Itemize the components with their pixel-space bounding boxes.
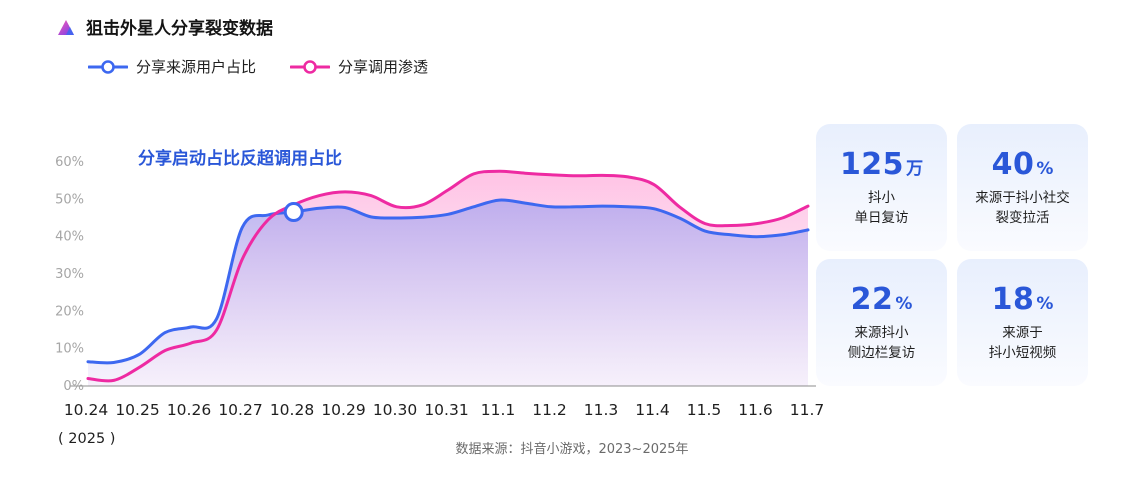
header: 狙击外星人分享裂变数据 <box>56 14 273 39</box>
stat-value: 125 万 <box>840 147 923 182</box>
x-tick-label: 11.3 <box>584 401 619 419</box>
x-tick-label: 11.6 <box>738 401 773 419</box>
legend-item-share-source[interactable]: 分享来源用户占比 <box>88 56 256 77</box>
stat-unit: % <box>1036 294 1054 314</box>
stat-desc-line: 侧边栏复访 <box>847 345 916 361</box>
y-tick-label: 10% <box>55 342 84 357</box>
stat-card-daily-revisit: 125 万 抖小 单日复访 <box>816 124 947 251</box>
x-tick-label: 10.29 <box>321 401 365 419</box>
x-tick-label: 10.30 <box>373 401 417 419</box>
stats-grid: 125 万 抖小 单日复访 40 % 来源于抖小社交 裂变拉活 22 % 来源抖… <box>816 124 1088 386</box>
legend-label: 分享调用渗透 <box>338 58 429 76</box>
y-tick-label: 40% <box>55 230 84 245</box>
series-area-0 <box>88 200 808 386</box>
stat-value: 40 % <box>992 147 1054 182</box>
x-axis-year-note: ( 2025 ) <box>58 431 115 447</box>
stat-number: 18 <box>991 282 1035 317</box>
legend-item-share-call[interactable]: 分享调用渗透 <box>290 56 428 77</box>
y-tick-label: 60% <box>55 155 84 170</box>
stat-description: 来源于抖小社交 裂变拉活 <box>975 188 1070 228</box>
stat-value: 18 % <box>992 282 1054 317</box>
chart-legend: 分享来源用户占比 分享调用渗透 <box>88 56 428 77</box>
stat-desc-line: 单日复访 <box>854 210 909 226</box>
y-tick-label: 20% <box>55 304 84 319</box>
stat-card-sidebar-revisit: 22 % 来源抖小 侧边栏复访 <box>816 259 947 386</box>
stat-desc-line: 抖小 <box>868 190 895 206</box>
stat-unit: % <box>895 294 913 314</box>
stat-desc-line: 裂变拉活 <box>995 210 1050 226</box>
stat-description: 抖小 单日复访 <box>855 188 909 228</box>
stat-card-social-fission: 40 % 来源于抖小社交 裂变拉活 <box>957 124 1088 251</box>
stat-desc-line: 抖小短视频 <box>988 345 1057 361</box>
x-tick-label: 11.2 <box>532 401 567 419</box>
line-chart: 0% 10% 20% 30% 40% 50% 60% 10.24 10.25 10.26 10.27… <box>55 148 825 447</box>
data-source-note: 数据来源：抖音小游戏，2023~2025年 <box>455 442 689 457</box>
x-tick-label: 10.27 <box>218 401 262 419</box>
y-tick-label: 30% <box>55 267 84 282</box>
highlight-point-marker <box>283 202 304 223</box>
stat-desc-line: 来源于 <box>1002 325 1043 341</box>
stat-description: 来源抖小 侧边栏复访 <box>848 323 916 363</box>
stat-number: 125 <box>839 147 905 182</box>
x-tick-label: 10.25 <box>115 401 159 419</box>
x-tick-label: 11.4 <box>635 401 670 419</box>
stat-value: 22 % <box>851 282 913 317</box>
y-tick-label: 50% <box>55 192 84 207</box>
legend-line-pink-icon <box>290 59 331 74</box>
x-tick-label: 10.31 <box>424 401 468 419</box>
stat-unit: % <box>1036 159 1054 179</box>
x-tick-label: 11.1 <box>481 401 516 419</box>
legend-label: 分享来源用户占比 <box>136 58 257 76</box>
stat-desc-line: 来源抖小 <box>854 325 909 341</box>
stat-card-short-video: 18 % 来源于 抖小短视频 <box>957 259 1088 386</box>
x-tick-label: 10.24 <box>64 401 108 419</box>
x-tick-label: 10.28 <box>270 401 314 419</box>
x-tick-label: 11.5 <box>687 401 722 419</box>
page-title: 狙击外星人分享裂变数据 <box>86 19 273 39</box>
stat-unit: 万 <box>906 159 924 179</box>
stat-number: 40 <box>991 147 1035 182</box>
stat-description: 来源于 抖小短视频 <box>989 323 1057 363</box>
chart-annotation: 分享启动占比反超调用占比 <box>138 148 342 169</box>
stat-number: 22 <box>850 282 894 317</box>
x-tick-label: 10.26 <box>167 401 211 419</box>
series-line-0 <box>86 198 810 365</box>
stat-desc-line: 来源于抖小社交 <box>975 190 1070 206</box>
brand-logo-icon <box>58 19 74 35</box>
series-line-1 <box>86 169 810 383</box>
legend-line-blue-icon <box>88 59 128 74</box>
y-tick-label: 0% <box>63 379 84 394</box>
x-tick-label: 11.7 <box>790 401 825 419</box>
